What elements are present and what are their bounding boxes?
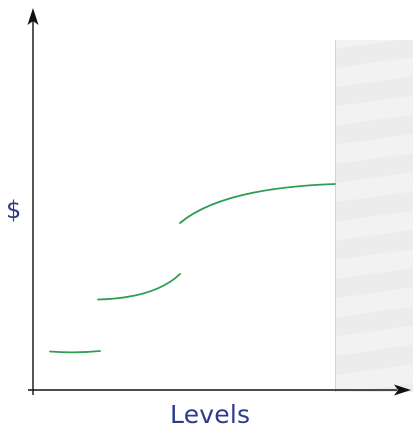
x-axis-arrowhead (394, 384, 411, 396)
shaded-boundary-region (335, 40, 413, 392)
x-axis-label: Levels (170, 400, 251, 429)
y-axis-arrowhead (27, 8, 39, 25)
curve-segment-1 (49, 350, 101, 354)
curve-segment-2 (97, 273, 181, 301)
curve-segment-3 (179, 183, 336, 224)
y-axis-label: $ (6, 196, 22, 224)
